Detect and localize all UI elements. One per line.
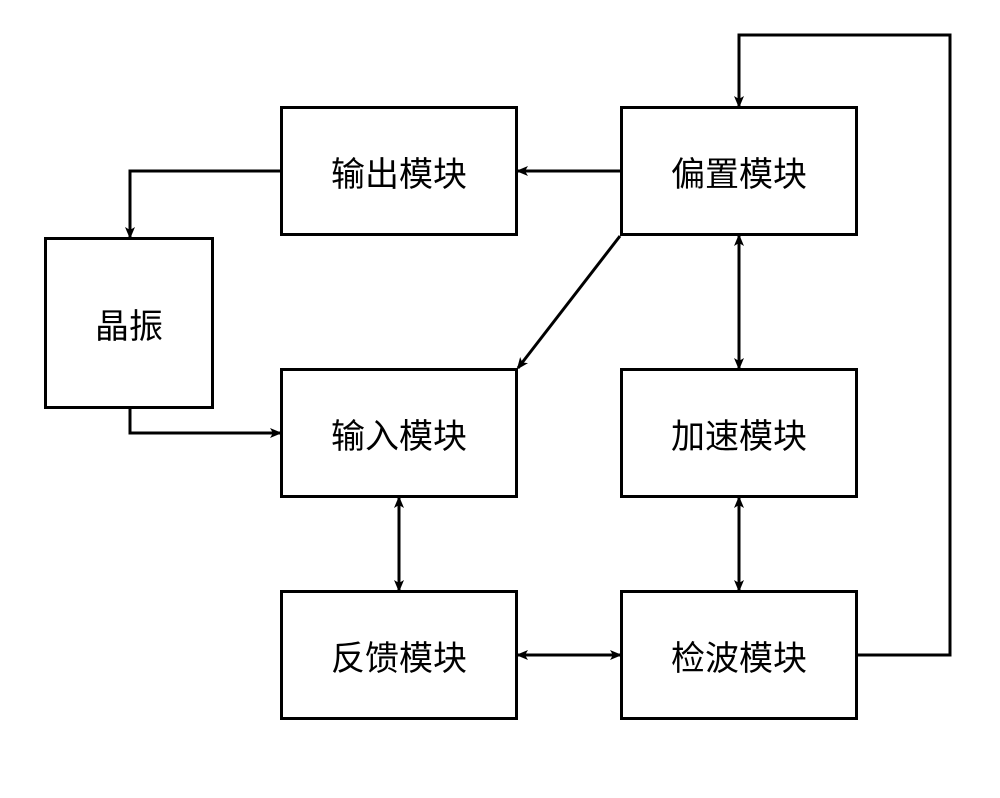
node-accel: 加速模块	[620, 368, 858, 498]
node-output: 输出模块	[280, 106, 518, 236]
node-label: 输出模块	[331, 147, 467, 196]
node-detect: 检波模块	[620, 590, 858, 720]
edge-output-to-crystal	[130, 171, 280, 237]
node-label: 晶振	[95, 299, 163, 348]
edge-crystal-to-input	[130, 409, 280, 433]
node-feedback: 反馈模块	[280, 590, 518, 720]
node-label: 输入模块	[331, 409, 467, 458]
node-crystal: 晶振	[44, 237, 214, 409]
node-label: 加速模块	[671, 409, 807, 458]
node-label: 检波模块	[671, 631, 807, 680]
node-input: 输入模块	[280, 368, 518, 498]
node-label: 反馈模块	[331, 631, 467, 680]
diagram-stage: 晶振 输出模块 偏置模块 输入模块 加速模块 反馈模块 检波模块	[0, 0, 1000, 798]
node-bias: 偏置模块	[620, 106, 858, 236]
edge-bias-to-input	[518, 236, 620, 368]
node-label: 偏置模块	[671, 147, 807, 196]
